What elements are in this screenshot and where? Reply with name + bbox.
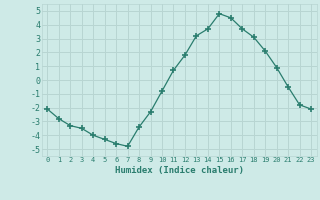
X-axis label: Humidex (Indice chaleur): Humidex (Indice chaleur) bbox=[115, 166, 244, 175]
